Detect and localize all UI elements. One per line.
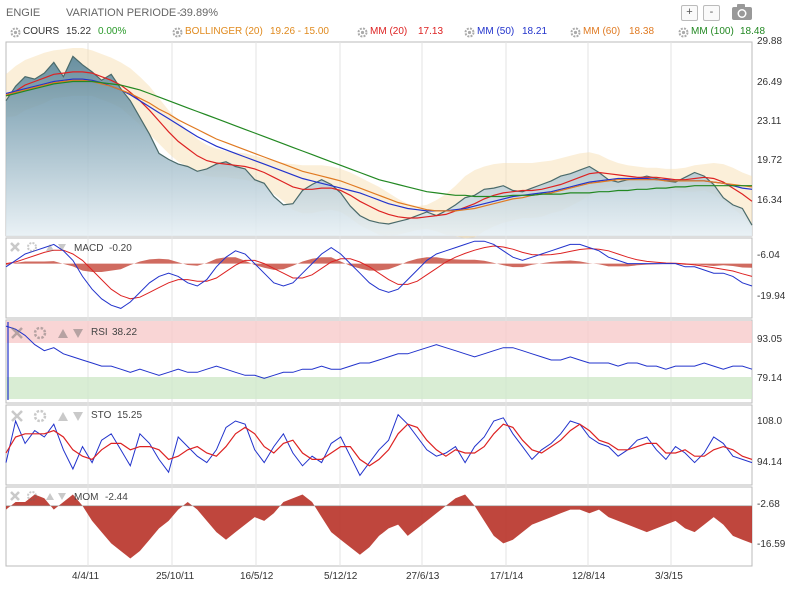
sto-tick: 94.14 — [757, 457, 783, 468]
camera-icon[interactable] — [731, 3, 753, 21]
mm100-label: MM (100) — [691, 26, 734, 37]
mm100-value: 18.48 — [740, 26, 766, 37]
macd-tick: -6.04 — [757, 250, 780, 261]
macd-tick: -19.94 — [757, 291, 785, 302]
rsi-line — [5, 325, 753, 379]
zoom-in-button[interactable]: + — [681, 5, 698, 21]
macd-line — [5, 240, 753, 309]
macd-value: -0.20 — [109, 243, 132, 254]
macd-controls[interactable] — [10, 242, 68, 257]
legend-bar: COURS 15.22 0.00% BOLLINGER (20) 19.26 -… — [0, 26, 785, 40]
sto-value: 15.25 — [117, 410, 143, 421]
x-tick: 25/10/11 — [156, 571, 195, 582]
mom-area — [6, 494, 752, 559]
mm60-value: 18.38 — [629, 26, 655, 37]
ma-line — [5, 71, 753, 219]
gear-icon[interactable] — [464, 27, 475, 41]
mom-value: -2.44 — [105, 492, 128, 503]
macd-label: MACD — [74, 243, 104, 254]
x-tick: 27/6/13 — [406, 571, 440, 582]
price-tick: 29.88 — [757, 36, 783, 47]
mm60-label: MM (60) — [583, 26, 621, 37]
gear-icon[interactable] — [678, 27, 689, 41]
x-tick: 16/5/12 — [240, 571, 274, 582]
cours-change: 0.00% — [98, 26, 127, 37]
rsi-overbought-zone — [6, 321, 752, 343]
rsi-tick: 79.14 — [757, 373, 783, 384]
price-area — [6, 56, 752, 237]
panel-frame — [5, 404, 753, 486]
mom-tick: -2.68 — [757, 499, 780, 510]
ma-line — [5, 79, 753, 212]
x-tick: 12/8/14 — [572, 571, 606, 582]
mm50-label: MM (50) — [477, 26, 515, 37]
mm20-label: MM (20) — [370, 26, 408, 37]
variation-value: -39.89% — [177, 7, 218, 19]
price-tick: 23.11 — [757, 116, 782, 127]
gear-icon[interactable] — [357, 27, 368, 41]
bollinger-value: 19.26 - 15.00 — [270, 26, 329, 37]
panel-frame — [5, 319, 753, 404]
mm50-value: 18.21 — [522, 26, 548, 37]
rsi-tick: 93.05 — [757, 334, 783, 345]
mm20-value: 17.13 — [418, 26, 444, 37]
rsi-controls[interactable] — [10, 326, 88, 343]
bollinger-label: BOLLINGER (20) — [185, 26, 263, 37]
gear-icon[interactable] — [570, 27, 581, 41]
cours-value: 15.22 — [66, 26, 92, 37]
variation-label: VARIATION PERIODE : — [66, 7, 183, 19]
x-tick: 17/1/14 — [490, 571, 524, 582]
rsi-value: 38.22 — [112, 327, 138, 338]
price-tick: 19.72 — [757, 155, 783, 166]
x-tick: 4/4/11 — [72, 571, 100, 582]
ma-line — [5, 78, 753, 212]
sto-k-line — [5, 413, 753, 477]
gear-icon[interactable] — [172, 27, 183, 41]
mom-label: MOM — [74, 492, 99, 503]
rsi-oversold-zone — [6, 377, 752, 399]
x-tick: 5/12/12 — [324, 571, 358, 582]
price-tick: 26.49 — [757, 77, 783, 88]
rsi-label: RSI — [91, 327, 108, 338]
mom-controls[interactable] — [10, 491, 68, 506]
sto-d-line — [5, 423, 753, 467]
ma-line — [5, 80, 752, 198]
sto-label: STO — [91, 410, 112, 421]
cours-label: COURS — [23, 26, 60, 37]
top-bar: ENGIE VARIATION PERIODE : -39.89% + - — [0, 0, 785, 24]
macd-histogram — [6, 257, 752, 272]
macd-signal-line — [5, 245, 753, 300]
panel-frame — [5, 237, 753, 319]
mom-tick: -16.59 — [757, 539, 785, 550]
price-tick: 16.34 — [757, 195, 783, 206]
sto-controls[interactable] — [10, 409, 88, 426]
gear-icon[interactable] — [10, 27, 21, 41]
sto-tick: 108.0 — [757, 416, 783, 427]
zoom-out-button[interactable]: - — [703, 5, 720, 21]
stock-title: ENGIE — [6, 7, 41, 19]
x-tick: 3/3/15 — [655, 571, 683, 582]
